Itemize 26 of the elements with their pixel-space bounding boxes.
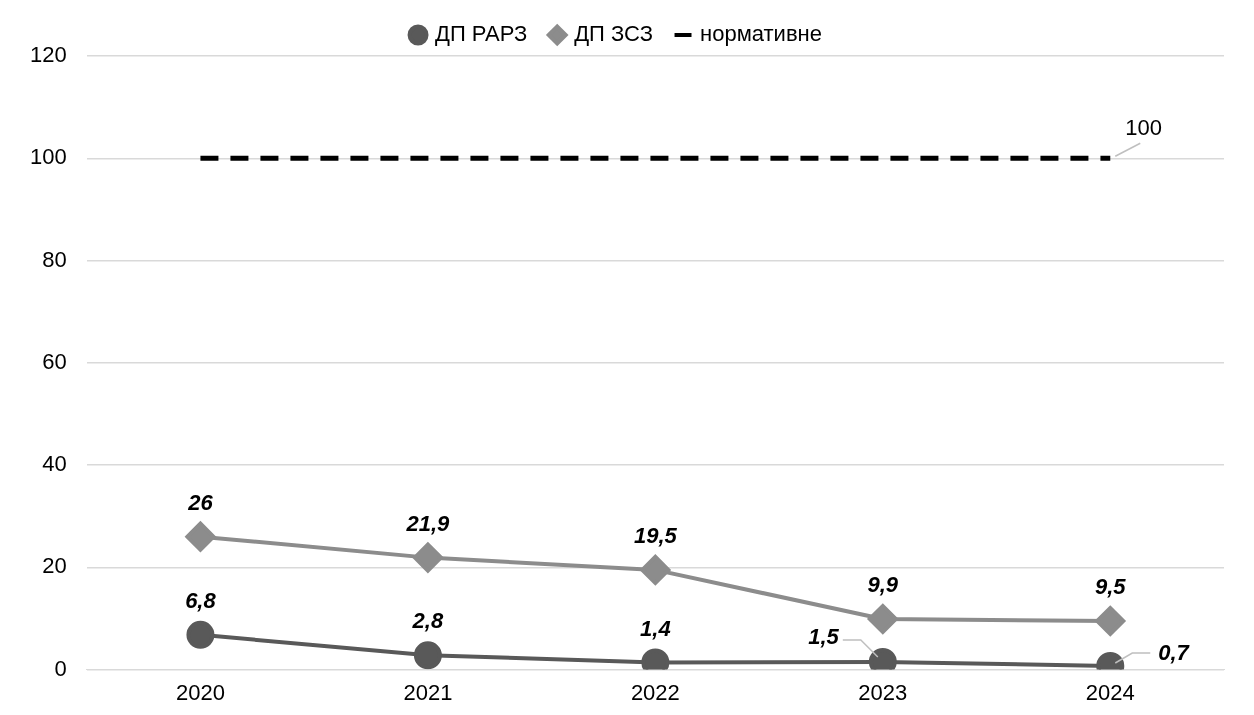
- data-label: 0,7: [1158, 640, 1191, 666]
- legend-label: ДП ЗСЗ: [574, 21, 654, 47]
- y-tick-label: 100: [29, 144, 67, 170]
- x-tick-label: 2020: [175, 679, 225, 705]
- data-label: 6,8: [185, 587, 217, 613]
- legend-label: ДП РАРЗ: [435, 21, 528, 47]
- y-tick-label: 80: [42, 246, 67, 272]
- x-tick-label: 2023: [858, 679, 908, 705]
- y-tick-label: 0: [54, 655, 67, 681]
- data-label: 1,4: [640, 615, 671, 641]
- legend-label: нормативне: [700, 21, 822, 47]
- data-label: 26: [187, 489, 214, 515]
- data-label: 9,9: [867, 572, 899, 598]
- data-label: 19,5: [633, 522, 678, 548]
- data-label: 100: [1125, 115, 1162, 141]
- y-tick-label: 20: [42, 553, 67, 579]
- data-label: 9,5: [1094, 574, 1127, 600]
- x-tick-label: 2022: [630, 679, 680, 705]
- data-label: 2,8: [411, 608, 444, 634]
- x-tick-label: 2024: [1085, 679, 1135, 705]
- y-tick-label: 40: [42, 451, 67, 477]
- y-tick-label: 60: [42, 348, 67, 374]
- data-label: 21,9: [405, 510, 451, 536]
- data-label: 1,5: [808, 623, 840, 649]
- x-tick-label: 2021: [403, 679, 453, 705]
- y-tick-label: 120: [29, 42, 67, 68]
